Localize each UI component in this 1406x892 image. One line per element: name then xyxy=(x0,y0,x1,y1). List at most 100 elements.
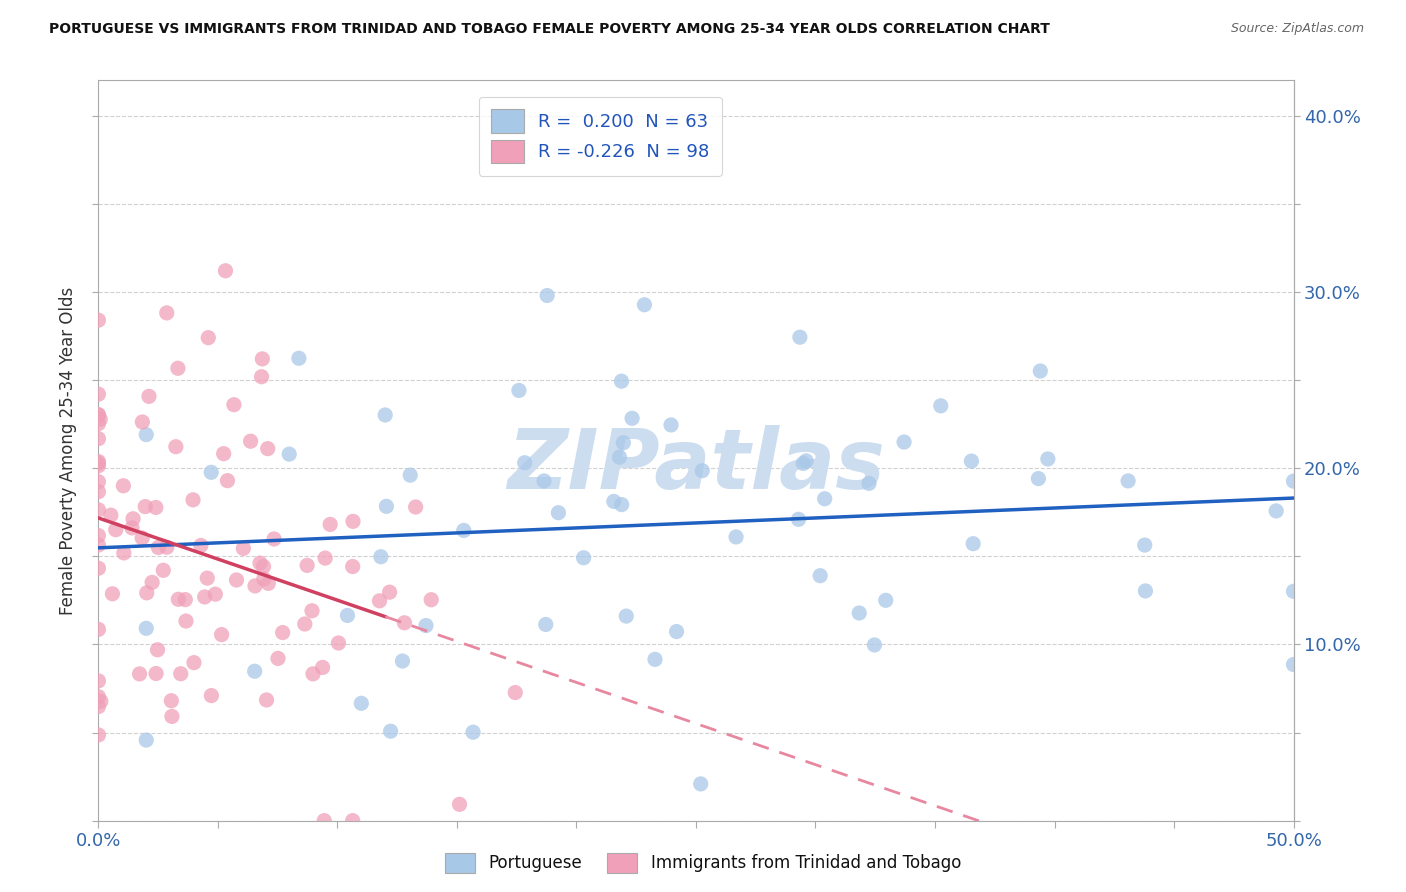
Point xyxy=(90,694,112,708)
Point xyxy=(415,618,437,632)
Point xyxy=(152,563,174,577)
Point xyxy=(253,572,276,586)
Point xyxy=(145,500,167,515)
Point xyxy=(87,528,110,542)
Point xyxy=(87,313,110,327)
Point xyxy=(160,694,183,708)
Point xyxy=(1029,364,1052,378)
Point xyxy=(960,454,983,468)
Point xyxy=(181,492,204,507)
Point xyxy=(156,540,179,554)
Point xyxy=(89,412,111,426)
Point xyxy=(808,568,831,582)
Point xyxy=(200,465,222,479)
Point xyxy=(391,654,413,668)
Point xyxy=(87,432,110,446)
Point xyxy=(87,454,110,468)
Point xyxy=(87,690,110,704)
Point xyxy=(1282,584,1305,599)
Point xyxy=(875,593,897,607)
Text: PORTUGUESE VS IMMIGRANTS FROM TRINIDAD AND TOBAGO FEMALE POVERTY AMONG 25-34 YEA: PORTUGUESE VS IMMIGRANTS FROM TRINIDAD A… xyxy=(49,22,1050,37)
Point xyxy=(405,500,427,514)
Text: Source: ZipAtlas.com: Source: ZipAtlas.com xyxy=(1230,22,1364,36)
Point xyxy=(380,724,402,739)
Point xyxy=(195,571,218,585)
Point xyxy=(792,457,814,471)
Point xyxy=(134,500,156,514)
Point xyxy=(174,614,197,628)
Point xyxy=(610,374,633,388)
Point xyxy=(87,408,110,422)
Point xyxy=(256,442,278,456)
Point xyxy=(197,331,219,345)
Point xyxy=(314,814,336,828)
Point xyxy=(135,621,157,635)
Point xyxy=(374,408,396,422)
Point xyxy=(141,575,163,590)
Point xyxy=(449,797,471,812)
Point xyxy=(603,494,626,508)
Point xyxy=(135,586,157,600)
Point xyxy=(533,474,555,488)
Point xyxy=(190,538,212,552)
Point xyxy=(87,458,110,473)
Point xyxy=(225,573,247,587)
Point xyxy=(87,538,110,552)
Point xyxy=(342,559,364,574)
Point xyxy=(1036,452,1059,467)
Point xyxy=(250,369,273,384)
Point xyxy=(399,468,422,483)
Point xyxy=(689,777,711,791)
Point xyxy=(87,475,110,489)
Point xyxy=(135,733,157,747)
Text: ZIPatlas: ZIPatlas xyxy=(508,425,884,506)
Point xyxy=(1116,474,1139,488)
Point xyxy=(131,531,153,545)
Point xyxy=(156,306,179,320)
Point xyxy=(243,579,266,593)
Point xyxy=(1133,538,1156,552)
Point xyxy=(614,609,637,624)
Point xyxy=(725,530,748,544)
Point xyxy=(249,556,271,570)
Point xyxy=(295,558,318,573)
Point xyxy=(336,608,359,623)
Point xyxy=(420,592,443,607)
Point xyxy=(194,590,217,604)
Point xyxy=(87,699,110,714)
Point xyxy=(503,685,526,699)
Point xyxy=(294,617,316,632)
Point xyxy=(314,551,336,566)
Point xyxy=(288,351,311,366)
Point xyxy=(138,389,160,403)
Point xyxy=(87,503,110,517)
Point xyxy=(328,636,350,650)
Point xyxy=(534,617,557,632)
Point xyxy=(1282,657,1305,672)
Point xyxy=(789,330,811,344)
Point xyxy=(252,559,274,574)
Point xyxy=(101,587,124,601)
Point xyxy=(370,549,392,564)
Point xyxy=(263,532,285,546)
Point xyxy=(87,387,110,401)
Point xyxy=(1028,472,1050,486)
Point xyxy=(87,417,110,431)
Point xyxy=(508,384,530,398)
Point xyxy=(217,474,239,488)
Point xyxy=(609,450,631,465)
Point xyxy=(100,508,122,523)
Point xyxy=(165,440,187,454)
Point xyxy=(131,415,153,429)
Point xyxy=(633,298,655,312)
Point xyxy=(394,615,416,630)
Point xyxy=(148,541,170,555)
Point xyxy=(211,627,233,641)
Legend: Portuguese, Immigrants from Trinidad and Tobago: Portuguese, Immigrants from Trinidad and… xyxy=(439,847,967,880)
Point xyxy=(170,666,193,681)
Point xyxy=(243,664,266,678)
Point xyxy=(659,417,682,432)
Point xyxy=(87,623,110,637)
Point xyxy=(572,550,595,565)
Point xyxy=(167,592,190,607)
